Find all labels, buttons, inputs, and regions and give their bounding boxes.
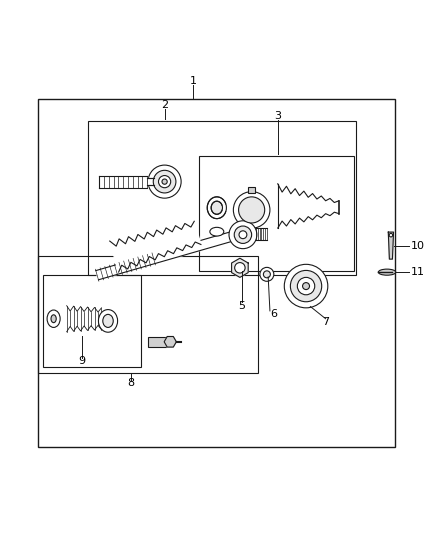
Ellipse shape — [260, 268, 274, 281]
Bar — [199, 156, 354, 271]
Ellipse shape — [103, 314, 113, 327]
Polygon shape — [278, 184, 339, 228]
Polygon shape — [110, 221, 201, 272]
Ellipse shape — [99, 310, 117, 332]
Ellipse shape — [211, 201, 223, 214]
Ellipse shape — [153, 171, 176, 193]
Text: 10: 10 — [410, 240, 424, 251]
Ellipse shape — [47, 310, 60, 327]
Bar — [39, 99, 395, 447]
Polygon shape — [96, 229, 242, 280]
Text: 6: 6 — [270, 309, 277, 319]
Polygon shape — [389, 232, 393, 259]
Ellipse shape — [233, 192, 270, 228]
Ellipse shape — [378, 269, 396, 275]
Ellipse shape — [234, 226, 252, 244]
Text: 1: 1 — [189, 76, 196, 86]
Ellipse shape — [284, 264, 328, 308]
Ellipse shape — [290, 270, 322, 302]
Text: 7: 7 — [322, 317, 329, 327]
Ellipse shape — [207, 197, 226, 219]
Ellipse shape — [239, 231, 247, 239]
Ellipse shape — [389, 233, 392, 237]
Text: 11: 11 — [410, 267, 424, 277]
Ellipse shape — [148, 165, 181, 198]
Text: 3: 3 — [274, 111, 281, 122]
Ellipse shape — [162, 179, 167, 184]
Text: 5: 5 — [239, 301, 246, 311]
Bar — [39, 256, 258, 373]
Bar — [88, 120, 356, 275]
Ellipse shape — [229, 221, 257, 249]
Ellipse shape — [303, 282, 310, 289]
Bar — [43, 275, 141, 367]
Text: 2: 2 — [161, 100, 168, 110]
Bar — [248, 187, 255, 192]
Ellipse shape — [263, 271, 270, 278]
Ellipse shape — [239, 197, 265, 223]
Polygon shape — [164, 336, 177, 347]
Ellipse shape — [51, 315, 56, 322]
Text: 8: 8 — [127, 378, 134, 388]
Ellipse shape — [235, 263, 245, 273]
Ellipse shape — [159, 175, 171, 188]
Bar — [148, 337, 166, 346]
Ellipse shape — [210, 228, 224, 236]
Text: 9: 9 — [78, 357, 85, 366]
Polygon shape — [232, 258, 248, 277]
Ellipse shape — [297, 277, 315, 295]
